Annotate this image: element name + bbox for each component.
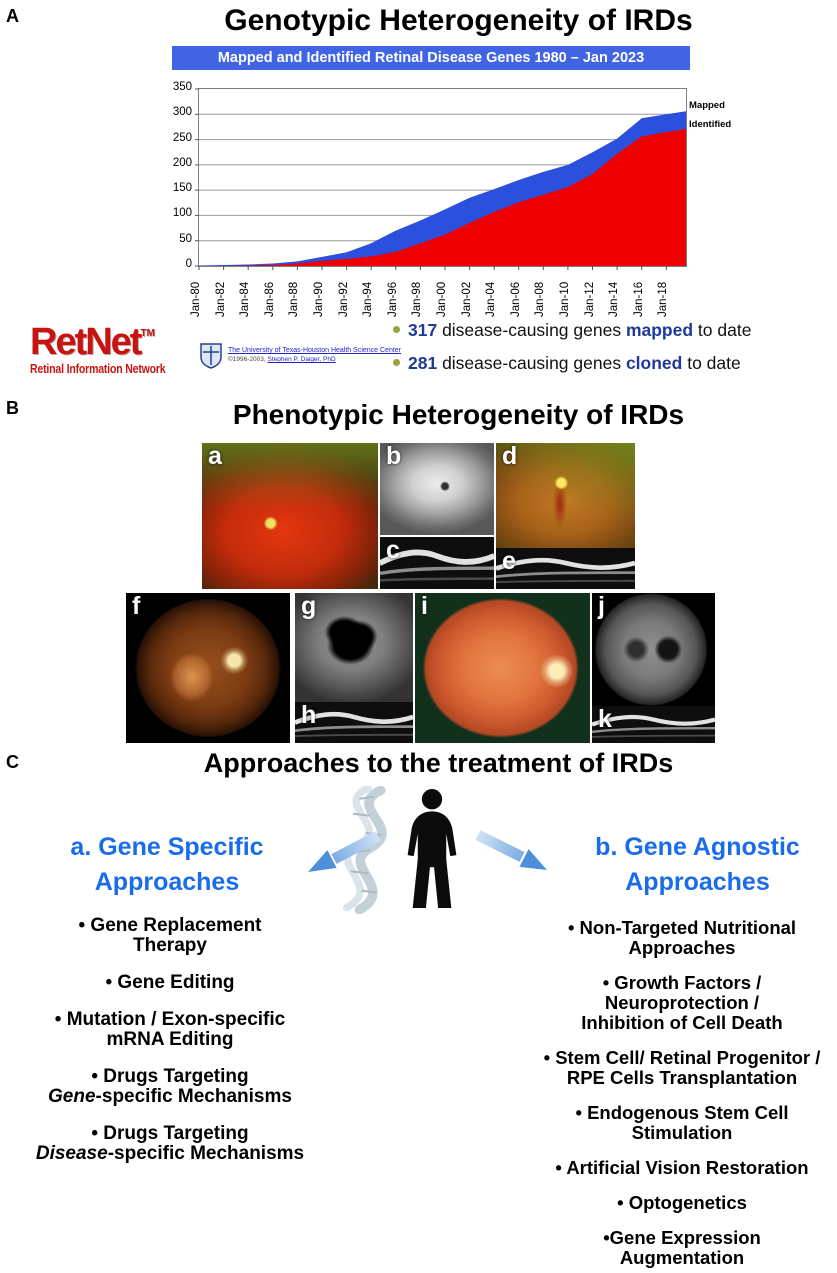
retnet-logo: RetNetTM Retinal Information Network xyxy=(30,316,191,378)
image-letter-label: b xyxy=(386,443,402,470)
x-tick-label: Jan-80 xyxy=(190,281,202,317)
image-letter-label: i xyxy=(421,593,428,620)
image-letter-label: c xyxy=(386,537,400,564)
image-letter-label: f xyxy=(132,593,141,620)
mapped-genes-bullet: 317 disease-causing genes mapped to date xyxy=(393,320,751,341)
x-tick-label: Jan-82 xyxy=(214,281,227,317)
right-arrow-icon xyxy=(475,830,547,870)
x-tick-label: Jan-04 xyxy=(485,281,498,317)
x-tick-label: Jan-88 xyxy=(288,281,301,317)
image-letter-label: e xyxy=(502,548,516,575)
retnet-subtitle: Retinal Information Network xyxy=(30,362,166,376)
chart-legend: Mapped Identified xyxy=(689,100,731,138)
retnet-logo-text: RetNetTM xyxy=(30,321,155,363)
treatment-item: • Optogenetics xyxy=(617,1192,747,1213)
fundus-image-f: f xyxy=(126,593,290,743)
treatment-item: • Gene Editing xyxy=(105,972,235,993)
treatment-item: • Drugs Targeting Disease-specific Mechan… xyxy=(35,1123,305,1164)
legend-identified: Identified xyxy=(689,119,732,130)
branch-arrows xyxy=(308,830,547,872)
y-tick-label: 200 xyxy=(172,156,192,169)
x-tick-label: Jan-00 xyxy=(435,281,448,317)
x-tick-label: Jan-06 xyxy=(509,281,522,317)
x-tick-label: Jan-94 xyxy=(362,281,375,317)
panel-c-title: Approaches to the treatment of IRDs xyxy=(203,748,674,778)
bullet-dot xyxy=(393,359,400,366)
gene-count-bullets: 317 disease-causing genes mapped to date… xyxy=(393,320,751,386)
x-tick-label: Jan-86 xyxy=(263,281,276,317)
y-tick-label: 100 xyxy=(172,207,192,220)
treatment-item: • Endogenous Stem Cell Stimulation xyxy=(575,1102,789,1143)
oct-image-k: k xyxy=(592,706,715,743)
image-letter-label: h xyxy=(301,702,317,729)
trademark-symbol: TM xyxy=(140,328,155,339)
panel-b-label: B xyxy=(6,398,19,418)
x-tick-label: Jan-02 xyxy=(460,281,473,317)
gene-specific-list: • Gene Replacement Therapy • Gene Editing •… xyxy=(0,916,340,1164)
gene-specific-heading: a. Gene Specific Approaches xyxy=(70,833,264,896)
image-letter-label: d xyxy=(502,443,518,470)
gene-agnostic-heading: b. Gene Agnostic Approaches xyxy=(595,833,800,896)
treatment-item: • Mutation / Exon-specific mRNA Editing xyxy=(54,1009,286,1050)
image-letter-label: g xyxy=(301,593,317,620)
fundus-image-a: a xyxy=(202,443,378,589)
x-tick-label: Jan-08 xyxy=(534,281,547,317)
y-tick-label: 150 xyxy=(172,182,192,195)
y-tick-label: 0 xyxy=(185,258,192,270)
panel-a-title: Genotypic Heterogeneity of IRDs xyxy=(224,4,693,37)
x-tick-label: Jan-96 xyxy=(386,281,399,317)
fundus-image-i: i xyxy=(415,593,590,743)
oct-image-c: c xyxy=(380,537,494,589)
image-letter-label: j xyxy=(598,593,605,620)
oct-image-h: h xyxy=(295,702,413,743)
image-letter-label: k xyxy=(598,706,612,733)
treatment-item: • Drugs Targeting Gene-specific Mechanism… xyxy=(48,1066,292,1107)
image-letter-label: a xyxy=(208,443,222,470)
x-tick-label: Jan-92 xyxy=(337,281,350,317)
x-tick-label: Jan-16 xyxy=(632,281,645,317)
oct-image-e: e xyxy=(496,548,635,589)
fundus-image-g: g xyxy=(295,593,413,702)
treatment-item: • Artificial Vision Restoration xyxy=(555,1157,809,1178)
gene-count-chart: 0 50 100 150 200 250 300 350 Jan-80 Jan-82 Jan-84… xyxy=(0,0,837,330)
y-tick-label: 250 xyxy=(172,131,192,144)
author-link[interactable]: Stephen P. Daiger, PhD xyxy=(267,356,336,363)
x-tick-label: Jan-10 xyxy=(558,281,571,317)
panel-b-title: Phenotypic Heterogeneity of IRDs xyxy=(232,399,685,430)
y-tick-label: 350 xyxy=(172,81,192,93)
legend-mapped: Mapped xyxy=(689,100,725,111)
x-tick-label: Jan-12 xyxy=(583,281,596,317)
panel-c-label: C xyxy=(6,752,19,772)
bullet-dot xyxy=(393,326,400,333)
chart-plot-area xyxy=(195,88,687,270)
gene-agnostic-list: • Non-Targeted Nutritional Approaches • Gr… xyxy=(532,918,832,1268)
x-tick-label: Jan-84 xyxy=(239,281,252,317)
chart-banner-title: Mapped and Identified Retinal Disease Ge… xyxy=(172,46,690,70)
copyright-line: ©1996-2003, Stephen P. Daiger, PhD xyxy=(228,356,336,363)
x-tick-label: Jan-14 xyxy=(608,281,621,317)
person-silhouette-icon xyxy=(407,789,457,908)
cloned-genes-bullet: 281 disease-causing genes cloned to date xyxy=(393,353,751,374)
treatment-item: • Gene Replacement Therapy xyxy=(78,915,262,956)
treatment-item: • Non-Targeted Nutritional Approaches xyxy=(567,917,797,958)
affiliation-link[interactable]: The University of Texas-Houston Health S… xyxy=(228,347,402,354)
fundus-image-d: d xyxy=(496,443,635,548)
treatment-item: • Growth Factors / Neuroprotection / Inhib… xyxy=(581,972,783,1033)
x-tick-label: Jan-98 xyxy=(411,281,424,317)
x-tick-label: Jan-18 xyxy=(657,281,670,317)
fundus-image-j: j xyxy=(592,593,715,706)
university-crest-icon xyxy=(200,343,222,369)
fundus-image-b: b xyxy=(380,443,494,535)
x-tick-label: Jan-90 xyxy=(312,281,325,317)
y-tick-label: 50 xyxy=(179,232,192,245)
y-tick-label: 300 xyxy=(172,106,192,119)
treatment-item: •Gene Expression Augmentation xyxy=(603,1227,761,1268)
left-arrow-icon xyxy=(308,831,381,872)
treatment-item: • Stem Cell/ Retinal Progenitor / RPE Cel… xyxy=(543,1047,821,1088)
panel-a-label: A xyxy=(6,6,19,26)
area-chart-svg xyxy=(195,88,686,270)
